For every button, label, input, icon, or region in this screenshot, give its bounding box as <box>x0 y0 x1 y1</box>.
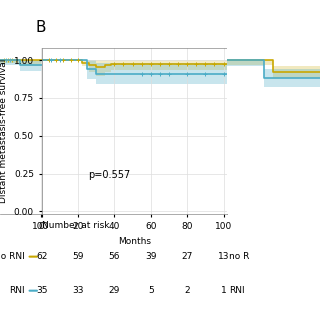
Text: 62: 62 <box>36 252 47 261</box>
Point <box>175 61 180 67</box>
Point <box>68 58 73 63</box>
Y-axis label: Distant metastasis-free survival: Distant metastasis-free survival <box>0 59 8 204</box>
Point <box>203 61 208 67</box>
Text: 33: 33 <box>72 286 84 295</box>
Point <box>139 71 144 76</box>
Point <box>166 61 172 67</box>
Text: 27: 27 <box>181 252 193 261</box>
Text: 1: 1 <box>221 286 227 295</box>
Point <box>61 58 66 63</box>
Text: B: B <box>35 20 46 35</box>
Text: Number at risk: Number at risk <box>42 221 109 230</box>
Point <box>8 58 13 63</box>
Text: p=0.557: p=0.557 <box>88 170 130 180</box>
Point <box>76 58 81 63</box>
Point <box>148 71 153 76</box>
Point <box>157 61 163 67</box>
Text: no R: no R <box>229 252 249 261</box>
Point <box>57 58 62 63</box>
Text: 13: 13 <box>218 252 229 261</box>
Point <box>212 61 217 67</box>
X-axis label: Months: Months <box>118 236 151 245</box>
Point <box>2 58 7 63</box>
Point <box>121 61 126 67</box>
Text: 59: 59 <box>72 252 84 261</box>
Point <box>203 71 208 76</box>
Point <box>221 71 226 76</box>
Point <box>221 61 226 67</box>
Text: 29: 29 <box>109 286 120 295</box>
Text: no RNI: no RNI <box>0 252 25 261</box>
Point <box>157 71 163 76</box>
Point <box>139 61 144 67</box>
Point <box>112 61 117 67</box>
Point <box>194 61 199 67</box>
Point <box>185 61 190 67</box>
Text: 35: 35 <box>36 286 47 295</box>
Text: 2: 2 <box>184 286 190 295</box>
Point <box>130 61 135 67</box>
Text: RNI: RNI <box>9 286 25 295</box>
Point <box>5 58 11 63</box>
Point <box>10 58 15 63</box>
Point <box>14 58 19 63</box>
Text: 39: 39 <box>145 252 156 261</box>
Point <box>53 58 59 63</box>
Text: 56: 56 <box>108 252 120 261</box>
Text: RNI: RNI <box>229 286 245 295</box>
Point <box>46 58 52 63</box>
Point <box>148 61 153 67</box>
Point <box>185 71 190 76</box>
Point <box>48 58 53 63</box>
Point <box>4 58 9 63</box>
Point <box>166 71 172 76</box>
Text: 5: 5 <box>148 286 154 295</box>
